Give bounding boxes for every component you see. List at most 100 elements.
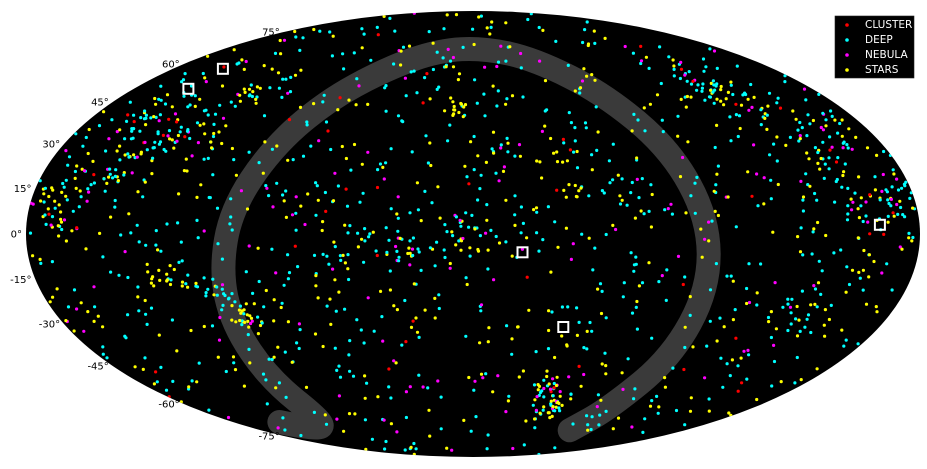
point-deep [388, 16, 392, 20]
point-stars [555, 375, 559, 379]
point-stars [414, 316, 418, 320]
point-stars [527, 308, 531, 312]
point-deep [283, 428, 287, 432]
point-deep [553, 446, 557, 450]
point-deep [202, 276, 206, 280]
point-nebula [382, 418, 386, 422]
point-nebula [157, 119, 161, 123]
point-deep [671, 366, 675, 370]
point-deep [286, 253, 290, 257]
point-stars [337, 290, 341, 294]
point-stars [198, 97, 202, 101]
point-deep [363, 227, 367, 231]
point-stars [436, 185, 440, 189]
point-stars [194, 281, 198, 285]
point-stars [57, 203, 61, 207]
point-stars [649, 225, 654, 229]
point-deep [736, 364, 740, 368]
point-stars [650, 192, 654, 197]
point-stars [363, 374, 367, 378]
point-deep [833, 200, 837, 204]
point-stars [555, 150, 559, 154]
point-deep [800, 289, 805, 293]
point-deep [830, 114, 834, 118]
point-deep [551, 394, 555, 398]
point-deep [61, 181, 65, 186]
point-stars [186, 285, 190, 289]
point-stars [451, 65, 456, 69]
point-stars [752, 95, 756, 99]
point-nebula [703, 237, 707, 241]
point-deep [813, 287, 818, 291]
lat-tick-label: -60° [158, 400, 179, 411]
point-deep [769, 335, 774, 340]
point-cluster [555, 188, 559, 192]
point-deep [885, 262, 889, 266]
point-deep [655, 394, 659, 398]
point-stars [47, 194, 51, 199]
point-deep [632, 269, 636, 273]
point-deep [62, 185, 66, 189]
point-cluster [891, 211, 895, 215]
point-deep [489, 25, 493, 29]
point-deep [374, 249, 378, 253]
point-cluster [167, 395, 171, 399]
point-deep [889, 204, 893, 208]
point-deep [159, 84, 163, 88]
point-stars [867, 253, 872, 257]
point-deep [838, 121, 842, 126]
point-stars [341, 253, 345, 257]
point-deep [301, 154, 306, 158]
point-deep [195, 218, 199, 222]
point-deep [817, 259, 821, 263]
point-deep [154, 115, 158, 119]
point-deep [909, 191, 913, 195]
point-deep [322, 93, 326, 97]
point-nebula [812, 284, 816, 288]
point-stars [637, 284, 642, 288]
point-deep [113, 198, 117, 203]
point-stars [543, 79, 548, 83]
point-stars [490, 20, 494, 24]
point-deep [611, 178, 615, 182]
point-deep [362, 32, 366, 36]
point-deep [770, 384, 774, 388]
point-nebula [567, 375, 571, 379]
point-deep [611, 142, 615, 146]
point-stars [145, 262, 149, 266]
point-deep [409, 70, 413, 74]
point-stars [688, 295, 692, 299]
point-deep [67, 155, 72, 159]
point-stars [731, 318, 736, 322]
point-stars [243, 320, 247, 324]
point-deep [437, 85, 441, 89]
point-deep [186, 128, 190, 132]
point-stars [274, 386, 278, 390]
point-deep [457, 239, 461, 243]
point-deep [86, 187, 90, 191]
point-deep [657, 280, 661, 284]
point-stars [864, 302, 869, 306]
point-stars [79, 301, 83, 305]
point-deep [144, 243, 148, 247]
point-deep [169, 278, 173, 282]
point-stars [755, 397, 759, 402]
point-stars [553, 355, 557, 360]
point-deep [901, 213, 905, 217]
point-deep [647, 209, 651, 213]
point-stars [133, 365, 137, 369]
point-stars [360, 237, 364, 241]
point-deep [505, 136, 509, 140]
point-deep [729, 83, 733, 87]
point-deep [355, 318, 359, 322]
point-deep [235, 62, 239, 66]
point-stars [136, 295, 140, 299]
point-deep [129, 231, 133, 235]
point-deep [572, 150, 576, 154]
point-deep [486, 267, 490, 271]
point-stars [242, 67, 246, 71]
target-marker-square [873, 218, 886, 231]
point-stars [556, 245, 560, 249]
point-stars [293, 73, 298, 77]
point-stars [98, 231, 102, 235]
